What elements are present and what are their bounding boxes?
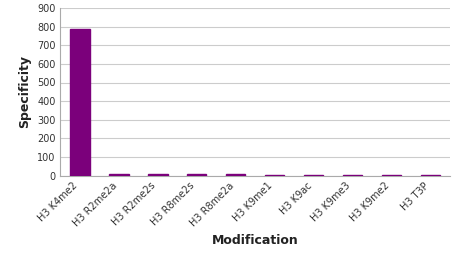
- Bar: [264, 175, 284, 176]
- Bar: [225, 174, 245, 176]
- Bar: [148, 174, 167, 176]
- Y-axis label: Specificity: Specificity: [19, 55, 31, 128]
- Bar: [109, 174, 128, 176]
- Bar: [187, 174, 206, 176]
- X-axis label: Modification: Modification: [212, 234, 298, 247]
- Bar: [70, 29, 89, 176]
